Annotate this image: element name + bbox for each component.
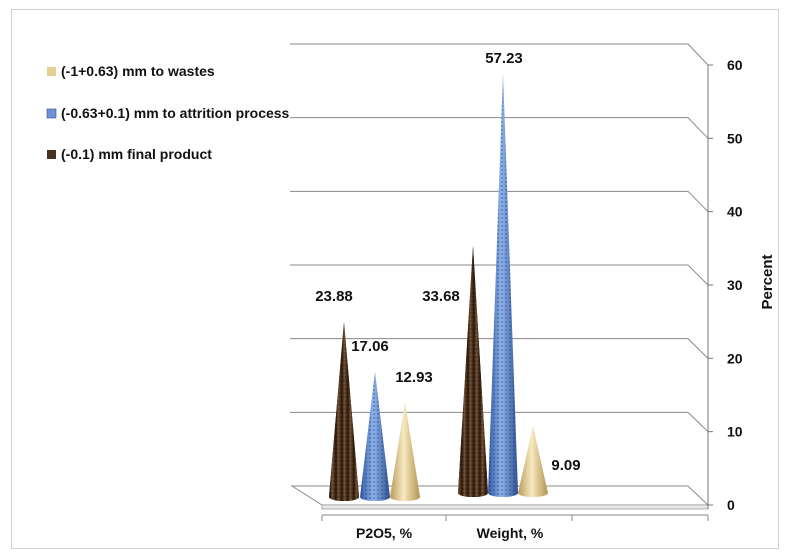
data-label: 9.09 [551,457,580,474]
legend-swatch [47,67,56,76]
gridline [290,43,709,66]
legend-swatch [47,150,56,159]
cone-texture [488,73,518,498]
cone-mark [458,246,488,497]
cone-mark [518,426,548,497]
y-tick-label: 10 [727,424,743,440]
floor-edge [321,504,709,510]
y-tick-label: 40 [727,204,743,220]
cone-texture [329,321,359,501]
cone-mark [488,73,518,498]
y-tick-label: 50 [727,130,743,146]
data-labels: 23.88 17.06 12.93 33.68 57.23 9.09 [315,50,580,474]
cone-mark [360,371,390,501]
cone-marks [329,73,548,501]
legend: (-1+0.63) mm to wastes (-0.63+0.1) mm to … [46,63,290,162]
cone-body [518,426,548,497]
cone-mark [329,321,359,501]
gridline [290,117,709,139]
data-label: 12.93 [395,369,433,386]
legend-swatch [46,108,57,119]
y-tick-label: 60 [727,57,743,73]
cone-mark [390,402,420,501]
y-tick-label: 30 [727,277,743,293]
legend-label: (-1+0.63) mm to wastes [61,63,215,79]
x-tick-label: Weight, % [477,525,544,541]
legend-label: (-0.63+0.1) mm to attrition process [61,105,290,121]
gridline [290,190,709,213]
gridline [290,338,709,359]
data-label: 57.23 [485,50,523,67]
gridline [290,264,709,286]
y-axis: 0 10 20 30 40 50 60 [707,57,743,513]
cone-body [390,402,420,501]
cone-texture [458,246,488,497]
legend-item: (-0.1) mm final product [47,146,212,162]
gridlines [290,43,709,433]
data-label: 17.06 [351,338,389,355]
gridline [290,411,709,433]
x-axis: P2O5, % Weight, % [321,514,709,541]
y-axis-label: Percent [759,254,776,309]
chart-frame [11,9,779,549]
data-label: 23.88 [315,288,353,305]
data-label: 33.68 [422,288,460,305]
legend-item: (-0.63+0.1) mm to attrition process [46,105,290,121]
cone-texture [360,371,390,501]
x-tick-label: P2O5, % [356,525,413,541]
y-tick-label: 0 [727,497,735,513]
legend-label: (-0.1) mm final product [61,146,212,162]
legend-item: (-1+0.63) mm to wastes [47,63,215,79]
y-tick-label: 20 [727,350,743,366]
